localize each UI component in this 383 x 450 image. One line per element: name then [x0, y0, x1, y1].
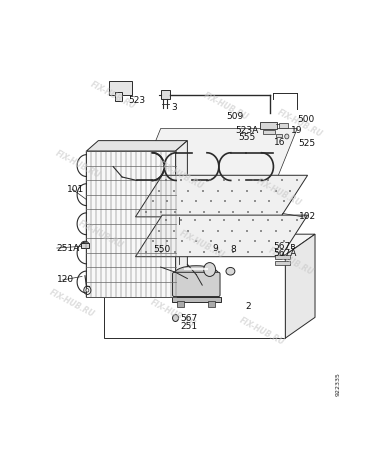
Bar	[208, 301, 215, 307]
Bar	[87, 151, 175, 297]
Text: FIX-HUB.RU: FIX-HUB.RU	[267, 246, 315, 278]
Text: 8: 8	[231, 245, 236, 254]
Ellipse shape	[226, 267, 235, 275]
FancyBboxPatch shape	[81, 243, 89, 248]
Text: FIX-HUB.RU: FIX-HUB.RU	[276, 108, 324, 139]
Text: 2: 2	[245, 302, 251, 311]
Text: FIX-HUB.RU: FIX-HUB.RU	[89, 80, 137, 111]
Text: FIX-HUB.RU: FIX-HUB.RU	[47, 288, 96, 319]
Text: 3: 3	[171, 103, 177, 112]
Text: FIX-HUB.RU: FIX-HUB.RU	[178, 229, 226, 260]
Circle shape	[285, 134, 289, 139]
FancyBboxPatch shape	[172, 272, 220, 297]
Polygon shape	[87, 140, 187, 151]
Ellipse shape	[174, 266, 219, 282]
Text: 567: 567	[180, 314, 197, 323]
FancyBboxPatch shape	[260, 122, 277, 129]
Text: 101: 101	[67, 184, 84, 194]
Bar	[115, 92, 122, 101]
Polygon shape	[137, 129, 297, 187]
Text: FIX-HUB.RU: FIX-HUB.RU	[237, 315, 286, 347]
Ellipse shape	[81, 241, 89, 247]
Text: 16: 16	[273, 138, 285, 147]
Text: 567в: 567в	[273, 242, 296, 251]
Circle shape	[172, 315, 178, 321]
Text: 9: 9	[213, 243, 218, 252]
Polygon shape	[136, 176, 308, 217]
Text: 922335: 922335	[335, 373, 340, 396]
Text: 523A: 523A	[235, 126, 258, 135]
Polygon shape	[172, 297, 221, 302]
Text: 120: 120	[57, 275, 74, 284]
Bar	[280, 123, 288, 128]
Text: FIX-HUB.RU: FIX-HUB.RU	[202, 90, 250, 122]
Polygon shape	[136, 215, 308, 256]
Bar	[275, 261, 290, 266]
Circle shape	[86, 288, 89, 292]
Circle shape	[204, 263, 216, 276]
Bar	[104, 255, 285, 338]
Polygon shape	[285, 234, 315, 338]
Polygon shape	[104, 234, 315, 255]
Text: 555: 555	[238, 133, 255, 142]
FancyBboxPatch shape	[109, 81, 132, 95]
Text: FIX-HUB.RU: FIX-HUB.RU	[77, 219, 125, 250]
Text: 567A: 567A	[273, 249, 297, 258]
Polygon shape	[175, 140, 187, 297]
Bar	[177, 301, 184, 307]
Text: 251A: 251A	[57, 243, 80, 252]
Bar	[161, 90, 170, 99]
Text: FIX-HUB.RU: FIX-HUB.RU	[149, 298, 196, 329]
Bar	[277, 134, 282, 137]
Text: FIX-HUB.RU: FIX-HUB.RU	[54, 149, 101, 180]
Text: 102: 102	[299, 212, 316, 221]
Text: 509: 509	[226, 112, 243, 121]
Text: FIX-HUB.RU: FIX-HUB.RU	[255, 177, 303, 208]
Text: FIX-HUB.RU: FIX-HUB.RU	[157, 160, 206, 191]
Text: 500: 500	[297, 115, 314, 124]
Bar	[263, 130, 275, 135]
Text: 550: 550	[153, 245, 170, 254]
Text: 19: 19	[291, 126, 303, 135]
Bar	[275, 255, 290, 259]
Text: 523: 523	[128, 96, 145, 105]
Text: 525: 525	[299, 139, 316, 148]
Text: 251: 251	[180, 321, 197, 330]
